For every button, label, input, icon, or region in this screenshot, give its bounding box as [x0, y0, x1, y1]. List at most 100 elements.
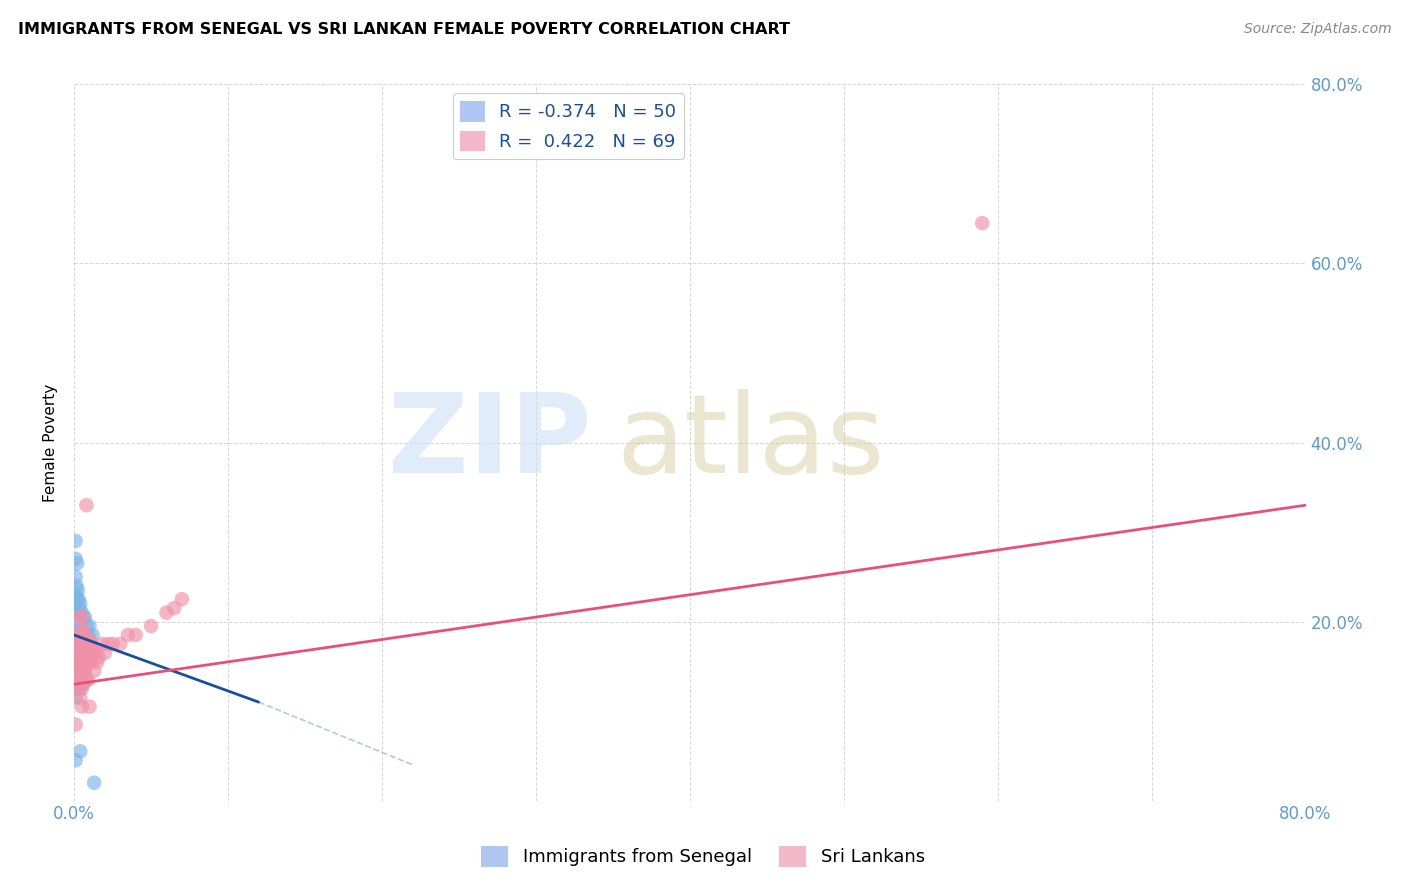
Text: IMMIGRANTS FROM SENEGAL VS SRI LANKAN FEMALE POVERTY CORRELATION CHART: IMMIGRANTS FROM SENEGAL VS SRI LANKAN FE… — [18, 22, 790, 37]
Point — [65, 570, 87, 584]
Point — [75, 655, 97, 669]
Point — [69, 690, 91, 705]
Point — [66, 646, 89, 660]
Point — [72, 677, 94, 691]
Point — [75, 619, 97, 633]
Point — [86, 655, 108, 669]
Point — [69, 681, 91, 696]
Point — [67, 592, 90, 607]
Point — [69, 610, 91, 624]
Point — [73, 673, 96, 687]
Point — [69, 664, 91, 678]
Point — [79, 646, 101, 660]
Y-axis label: Female Poverty: Female Poverty — [44, 384, 58, 501]
Point — [66, 681, 89, 696]
Legend: R = -0.374   N = 50, R =  0.422   N = 69: R = -0.374 N = 50, R = 0.422 N = 69 — [453, 94, 683, 159]
Point — [69, 641, 91, 656]
Point — [66, 659, 89, 673]
Point — [69, 655, 91, 669]
Point — [73, 632, 96, 647]
Point — [65, 664, 87, 678]
Point — [65, 588, 87, 602]
Point — [77, 628, 100, 642]
Point — [65, 650, 87, 665]
Point — [70, 610, 93, 624]
Point — [79, 655, 101, 669]
Point — [82, 628, 104, 642]
Point — [70, 632, 93, 647]
Point — [83, 641, 105, 656]
Point — [65, 637, 87, 651]
Point — [83, 775, 105, 789]
Point — [80, 637, 103, 651]
Point — [67, 637, 90, 651]
Point — [65, 673, 87, 687]
Point — [70, 655, 93, 669]
Point — [72, 610, 94, 624]
Point — [163, 601, 186, 615]
Point — [66, 619, 89, 633]
Point — [65, 632, 87, 647]
Point — [70, 646, 93, 660]
Point — [73, 637, 96, 651]
Point — [170, 592, 193, 607]
Point — [66, 646, 89, 660]
Point — [67, 673, 90, 687]
Point — [83, 664, 105, 678]
Point — [77, 655, 100, 669]
Point — [73, 610, 96, 624]
Point — [77, 673, 100, 687]
Point — [69, 655, 91, 669]
Point — [65, 677, 87, 691]
Point — [75, 673, 97, 687]
Point — [70, 681, 93, 696]
Point — [65, 624, 87, 638]
Point — [77, 650, 100, 665]
Point — [66, 664, 89, 678]
Point — [82, 646, 104, 660]
Point — [65, 534, 87, 549]
Text: Source: ZipAtlas.com: Source: ZipAtlas.com — [1244, 22, 1392, 37]
Point — [65, 552, 87, 566]
Legend: Immigrants from Senegal, Sri Lankans: Immigrants from Senegal, Sri Lankans — [474, 838, 932, 874]
Point — [67, 655, 90, 669]
Point — [97, 637, 120, 651]
Point — [75, 637, 97, 651]
Point — [69, 597, 91, 611]
Point — [66, 583, 89, 598]
Point — [75, 498, 97, 512]
Point — [65, 579, 87, 593]
Point — [139, 619, 162, 633]
Point — [67, 655, 90, 669]
Point — [84, 646, 107, 660]
Point — [72, 659, 94, 673]
Point — [65, 690, 87, 705]
Point — [70, 677, 93, 691]
Point — [155, 606, 177, 620]
Point — [72, 628, 94, 642]
Point — [101, 637, 124, 651]
Point — [65, 717, 87, 731]
Point — [72, 632, 94, 647]
Point — [77, 637, 100, 651]
Point — [67, 637, 90, 651]
Point — [72, 641, 94, 656]
Point — [65, 606, 87, 620]
Point — [69, 601, 91, 615]
Point — [124, 628, 146, 642]
Point — [70, 664, 93, 678]
Point — [69, 628, 91, 642]
Point — [66, 641, 89, 656]
Point — [66, 592, 89, 607]
Point — [73, 664, 96, 678]
Point — [69, 632, 91, 647]
Point — [94, 646, 117, 660]
Point — [73, 637, 96, 651]
Point — [72, 664, 94, 678]
Point — [65, 655, 87, 669]
Point — [66, 557, 89, 571]
Point — [65, 655, 87, 669]
Point — [69, 646, 91, 660]
Point — [69, 624, 91, 638]
Point — [66, 628, 89, 642]
